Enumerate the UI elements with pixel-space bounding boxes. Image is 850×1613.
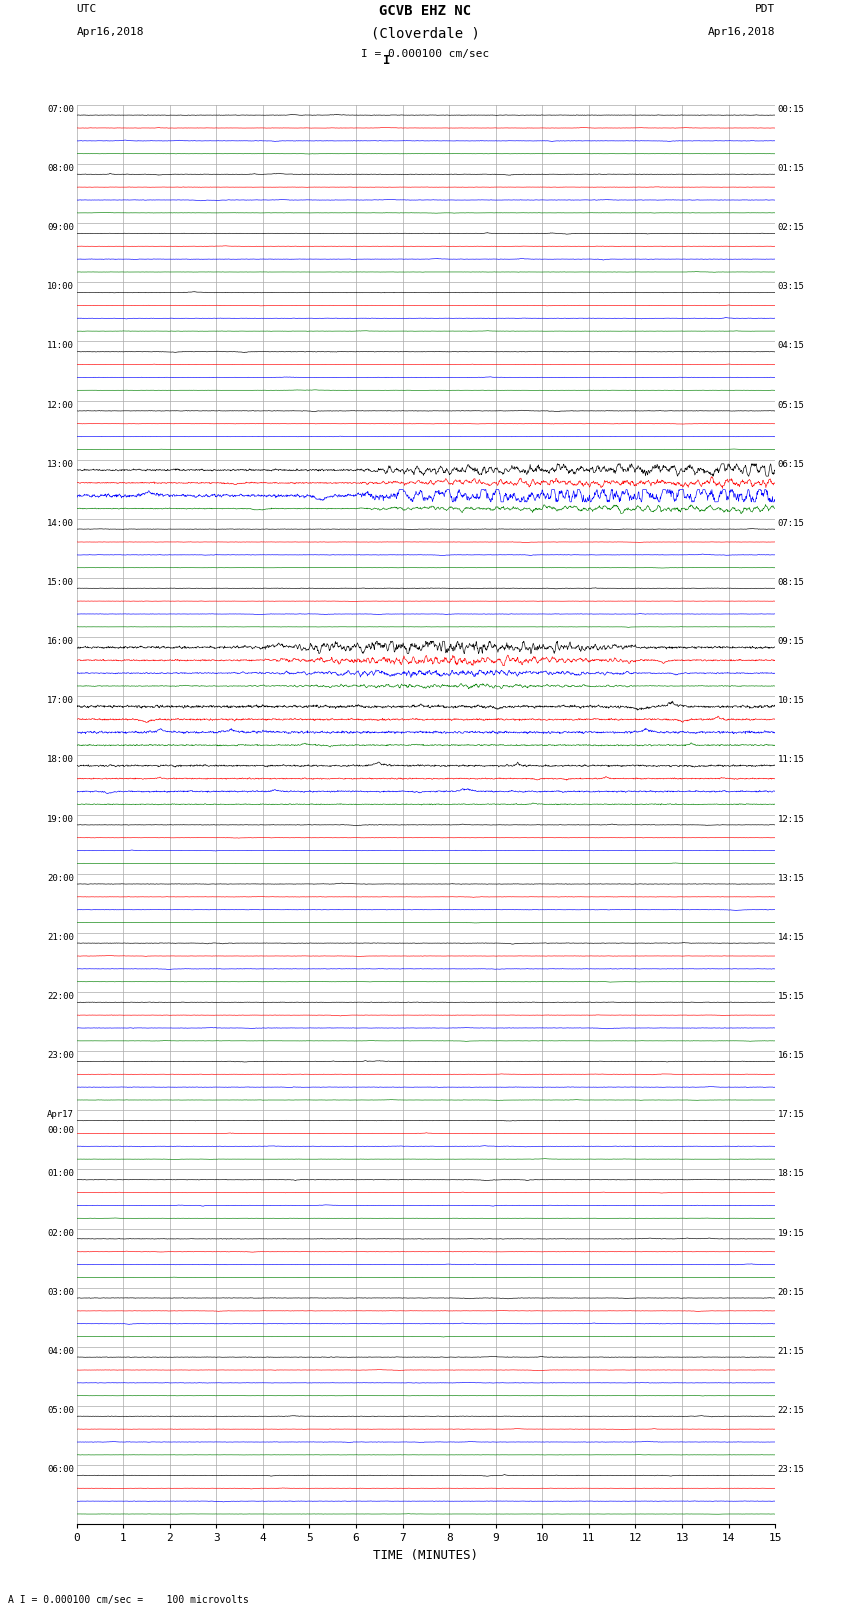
Text: 22:15: 22:15 <box>778 1407 805 1415</box>
Text: 04:00: 04:00 <box>47 1347 74 1357</box>
Text: 20:15: 20:15 <box>778 1287 805 1297</box>
Text: 18:15: 18:15 <box>778 1169 805 1179</box>
Text: 21:00: 21:00 <box>47 932 74 942</box>
Text: 10:00: 10:00 <box>47 282 74 292</box>
Text: 16:00: 16:00 <box>47 637 74 647</box>
Text: 22:00: 22:00 <box>47 992 74 1002</box>
Text: GCVB EHZ NC: GCVB EHZ NC <box>379 5 471 18</box>
Text: A I = 0.000100 cm/sec =    100 microvolts: A I = 0.000100 cm/sec = 100 microvolts <box>8 1595 249 1605</box>
Text: 23:00: 23:00 <box>47 1052 74 1060</box>
Text: Apr16,2018: Apr16,2018 <box>708 26 775 37</box>
Text: 17:00: 17:00 <box>47 697 74 705</box>
Text: (Cloverdale ): (Cloverdale ) <box>371 26 479 40</box>
Text: 01:00: 01:00 <box>47 1169 74 1179</box>
Text: Apr16,2018: Apr16,2018 <box>76 26 144 37</box>
Text: 09:00: 09:00 <box>47 223 74 232</box>
Text: 11:15: 11:15 <box>778 755 805 765</box>
Text: 14:15: 14:15 <box>778 932 805 942</box>
Text: Apr17: Apr17 <box>47 1110 74 1119</box>
Text: 19:15: 19:15 <box>778 1229 805 1237</box>
Text: 21:15: 21:15 <box>778 1347 805 1357</box>
Text: 01:15: 01:15 <box>778 165 805 173</box>
Text: 09:15: 09:15 <box>778 637 805 647</box>
Text: 03:15: 03:15 <box>778 282 805 292</box>
Text: 07:15: 07:15 <box>778 519 805 527</box>
Text: 07:00: 07:00 <box>47 105 74 115</box>
Text: 02:15: 02:15 <box>778 223 805 232</box>
Text: 17:15: 17:15 <box>778 1110 805 1119</box>
Text: 00:15: 00:15 <box>778 105 805 115</box>
Text: 14:00: 14:00 <box>47 519 74 527</box>
Text: 15:00: 15:00 <box>47 577 74 587</box>
Text: PDT: PDT <box>755 5 775 15</box>
Text: 05:15: 05:15 <box>778 400 805 410</box>
X-axis label: TIME (MINUTES): TIME (MINUTES) <box>373 1548 479 1561</box>
Text: I: I <box>383 53 390 68</box>
Text: 08:15: 08:15 <box>778 577 805 587</box>
Text: 15:15: 15:15 <box>778 992 805 1002</box>
Text: 02:00: 02:00 <box>47 1229 74 1237</box>
Text: 12:15: 12:15 <box>778 815 805 824</box>
Text: I = 0.000100 cm/sec: I = 0.000100 cm/sec <box>361 50 489 60</box>
Text: 12:00: 12:00 <box>47 400 74 410</box>
Text: UTC: UTC <box>76 5 97 15</box>
Text: 06:00: 06:00 <box>47 1465 74 1474</box>
Text: 16:15: 16:15 <box>778 1052 805 1060</box>
Text: 11:00: 11:00 <box>47 342 74 350</box>
Text: 13:15: 13:15 <box>778 874 805 882</box>
Text: 23:15: 23:15 <box>778 1465 805 1474</box>
Text: 05:00: 05:00 <box>47 1407 74 1415</box>
Text: 18:00: 18:00 <box>47 755 74 765</box>
Text: 10:15: 10:15 <box>778 697 805 705</box>
Text: 06:15: 06:15 <box>778 460 805 469</box>
Text: 03:00: 03:00 <box>47 1287 74 1297</box>
Text: 19:00: 19:00 <box>47 815 74 824</box>
Text: 00:00: 00:00 <box>47 1126 74 1136</box>
Text: 04:15: 04:15 <box>778 342 805 350</box>
Text: 08:00: 08:00 <box>47 165 74 173</box>
Text: 13:00: 13:00 <box>47 460 74 469</box>
Text: 20:00: 20:00 <box>47 874 74 882</box>
